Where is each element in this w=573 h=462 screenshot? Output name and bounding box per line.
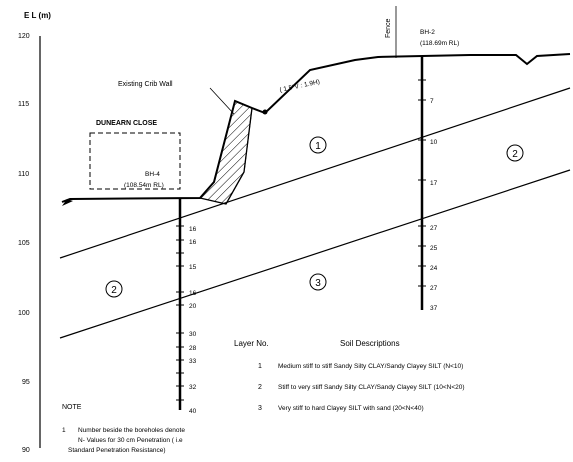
legend-row-no: 2: [258, 384, 262, 391]
legend-row-no: 1: [258, 363, 262, 370]
borehole-rl: (118.69m RL): [420, 40, 459, 47]
n-value: 17: [430, 180, 438, 187]
axis-tick-label: 90: [22, 447, 30, 454]
crib-wall-dashed: [225, 107, 253, 205]
layer-marker: 3: [309, 273, 327, 291]
borehole-ticks: [176, 225, 184, 401]
n-value: 37: [430, 305, 438, 312]
ground-surface: [61, 53, 571, 203]
n-value: 16: [189, 290, 197, 297]
n-value: 25: [430, 245, 438, 252]
note-title: NOTE: [62, 404, 82, 411]
n-value: 24: [430, 265, 438, 272]
layer-marker-text: 3: [315, 278, 321, 289]
axis-tick-label: 115: [18, 101, 29, 108]
layer-boundary-lower: [59, 169, 571, 339]
n-value: 27: [430, 225, 438, 232]
axis-tick-label: 100: [18, 310, 30, 317]
layer-marker: 2: [506, 144, 524, 162]
note-line: N- Values for 30 cm Penetration ( i.e: [78, 437, 183, 444]
n-value: 33: [189, 358, 197, 365]
legend-header-desc: Soil Descriptions: [340, 339, 400, 348]
crib-wall-label: Existing Crib Wall: [118, 81, 173, 88]
soil-legend: Layer No. Soil Descriptions 1 Medium sti…: [234, 339, 465, 412]
axis-tick-label: 120: [18, 33, 30, 40]
borehole-rl: (108.54m RL): [124, 182, 164, 189]
n-value: 32: [189, 384, 197, 391]
n-value: 7: [430, 98, 434, 105]
axis-tick-label: 105: [18, 240, 30, 247]
fence-label: Fence: [385, 18, 392, 38]
n-value: 40: [189, 408, 197, 415]
elevation-axis: E L (m) 120 115 110 105 100 95 90: [18, 11, 51, 454]
n-value: 20: [189, 303, 197, 310]
legend-row-desc: Stiff to very stiff Sandy Silty CLAY/San…: [278, 384, 465, 391]
crib-wall-leader: [209, 87, 235, 115]
axis-label: E L (m): [24, 11, 51, 20]
note-number: 1: [62, 427, 66, 434]
n-value: 28: [189, 345, 197, 352]
legend-row-desc: Medium stiff to stiff Sandy Silty CLAY/S…: [278, 363, 463, 370]
borehole-name: BH-4: [145, 171, 160, 178]
dunearn-close-label: DUNEARN CLOSE: [96, 120, 157, 127]
borehole-bh-2: BH-2 (118.69m RL) 7 10 17 27 25 24 27 37: [418, 29, 459, 312]
crib-wall-toe-marker: [262, 109, 268, 115]
borehole-name: BH-2: [420, 29, 435, 36]
borehole-ticks: [418, 79, 426, 287]
n-value: 10: [430, 139, 438, 146]
note: NOTE 1 Number beside the boreholes denot…: [62, 404, 185, 454]
n-value: 16: [189, 239, 197, 246]
n-value: 30: [189, 331, 197, 338]
note-line: Number beside the boreholes denote: [78, 427, 185, 434]
layer-marker: 2: [105, 280, 123, 298]
legend-row-desc: Very stiff to hard Clayey SILT with sand…: [278, 405, 424, 412]
layer-marker-text: 1: [315, 141, 321, 152]
n-value: 15: [189, 264, 197, 271]
axis-tick-label: 110: [18, 171, 29, 178]
crib-wall: [198, 100, 253, 205]
n-value: 16: [189, 226, 197, 233]
axis-tick-label: 95: [22, 379, 30, 386]
layer-marker-text: 2: [512, 149, 518, 160]
layer-boundary-upper: [59, 87, 571, 259]
legend-row-no: 3: [258, 405, 262, 412]
dunearn-close-outline: [89, 132, 181, 190]
borehole-bh-4: BH-4 (108.54m RL) 16 16 15 16 20 30 28 3…: [124, 171, 197, 415]
legend-header-layer: Layer No.: [234, 339, 269, 348]
road-end-marker: [62, 199, 73, 206]
layer-marker: 1: [309, 136, 327, 154]
note-line: Standard Penetration Resistance): [68, 447, 166, 454]
n-value: 27: [430, 285, 438, 292]
layer-marker-text: 2: [111, 285, 117, 296]
